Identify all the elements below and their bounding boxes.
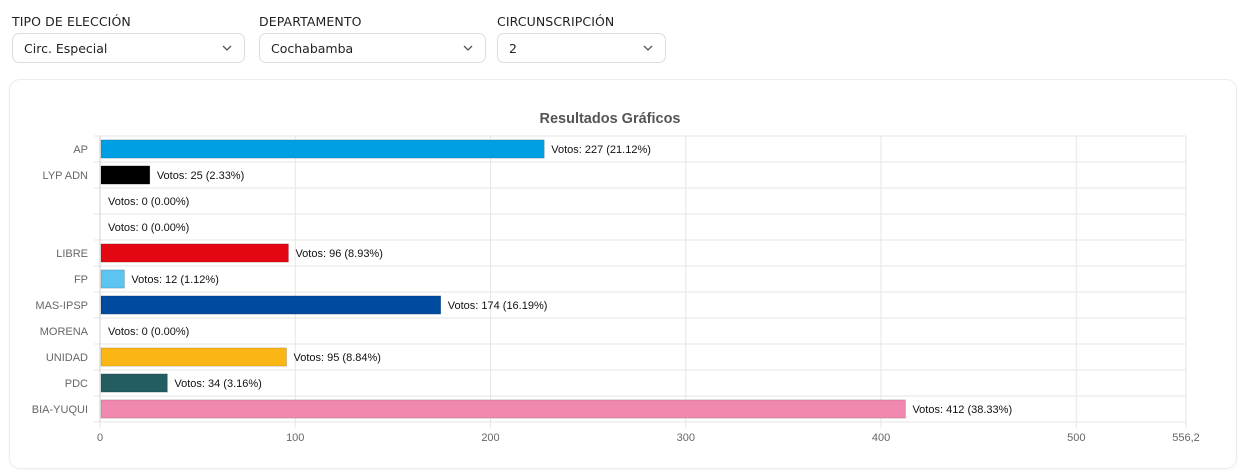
chart-bars <box>100 139 906 419</box>
data-label: Votos: 174 (16.19%) <box>448 300 548 312</box>
y-tick-label: MORENA <box>40 326 89 338</box>
results-bar-chart: Resultados Gráficos AP LYP ADN LIBRE FP MAS-… <box>32 111 1200 444</box>
data-label: Votos: 25 (2.33%) <box>157 170 244 182</box>
filter-department-label: DEPARTAMENTO <box>259 14 362 29</box>
data-label: Votos: 34 (3.16%) <box>174 378 261 390</box>
x-tick-label: 100 <box>286 432 304 444</box>
chevron-down-icon <box>643 45 653 51</box>
bar[interactable] <box>100 269 125 289</box>
x-axis-ticks: 0 100 200 300 400 500 556,2 <box>97 432 1200 444</box>
y-tick-label: LIBRE <box>56 248 88 260</box>
constituency-value: 2 <box>509 41 517 56</box>
data-label: Votos: 412 (38.33%) <box>912 404 1012 416</box>
x-tick-label: 500 <box>1067 432 1085 444</box>
filter-department: DEPARTAMENTO Cochabamba <box>259 14 486 63</box>
data-label: Votos: 227 (21.12%) <box>551 144 651 156</box>
y-tick-label: MAS-IPSP <box>35 300 88 312</box>
bar[interactable] <box>100 243 289 263</box>
filter-election-type-label: TIPO DE ELECCIÓN <box>12 14 131 29</box>
data-label: Votos: 0 (0.00%) <box>108 222 189 234</box>
bar[interactable] <box>100 373 168 393</box>
x-tick-label: 0 <box>97 432 103 444</box>
data-labels: Votos: 227 (21.12%) Votos: 25 (2.33%) Voto… <box>108 144 1012 416</box>
data-label: Votos: 0 (0.00%) <box>108 326 189 338</box>
data-label: Votos: 95 (8.84%) <box>293 352 380 364</box>
chevron-down-icon <box>222 45 232 51</box>
x-tick-label: 300 <box>677 432 695 444</box>
y-tick-label: LYP ADN <box>43 170 89 182</box>
y-axis-labels: AP LYP ADN LIBRE FP MAS-IPSP MORENA UNIDAD PDC B… <box>32 144 89 416</box>
data-label: Votos: 0 (0.00%) <box>108 196 189 208</box>
x-tick-label: 200 <box>481 432 499 444</box>
data-label: Votos: 12 (1.12%) <box>131 274 218 286</box>
filter-election-type: TIPO DE ELECCIÓN Circ. Especial <box>12 14 245 63</box>
filter-constituency: CIRCUNSCRIPCIÓN 2 <box>497 14 666 63</box>
bar[interactable] <box>100 139 545 159</box>
chart-grid <box>94 135 1187 428</box>
constituency-select[interactable]: 2 <box>497 33 666 63</box>
bar[interactable] <box>100 399 906 419</box>
chevron-down-icon <box>463 45 473 51</box>
bar[interactable] <box>100 165 151 185</box>
department-value: Cochabamba <box>271 41 354 56</box>
y-tick-label: UNIDAD <box>46 352 88 364</box>
bar[interactable] <box>100 295 442 315</box>
data-label: Votos: 96 (8.93%) <box>295 248 382 260</box>
y-tick-label: AP <box>73 144 88 156</box>
chart-title: Resultados Gráficos <box>539 111 680 127</box>
election-type-select[interactable]: Circ. Especial <box>12 33 245 63</box>
chart-card: Resultados Gráficos AP LYP ADN LIBRE FP MAS-… <box>10 80 1236 468</box>
y-tick-label: FP <box>74 274 88 286</box>
x-tick-label: 400 <box>872 432 890 444</box>
election-type-value: Circ. Especial <box>24 41 108 56</box>
filter-constituency-label: CIRCUNSCRIPCIÓN <box>497 14 615 29</box>
x-tick-label: 556,2 <box>1172 432 1200 444</box>
y-tick-label: BIA-YUQUI <box>32 404 88 416</box>
department-select[interactable]: Cochabamba <box>259 33 486 63</box>
bar[interactable] <box>100 347 287 367</box>
y-tick-label: PDC <box>65 378 88 390</box>
